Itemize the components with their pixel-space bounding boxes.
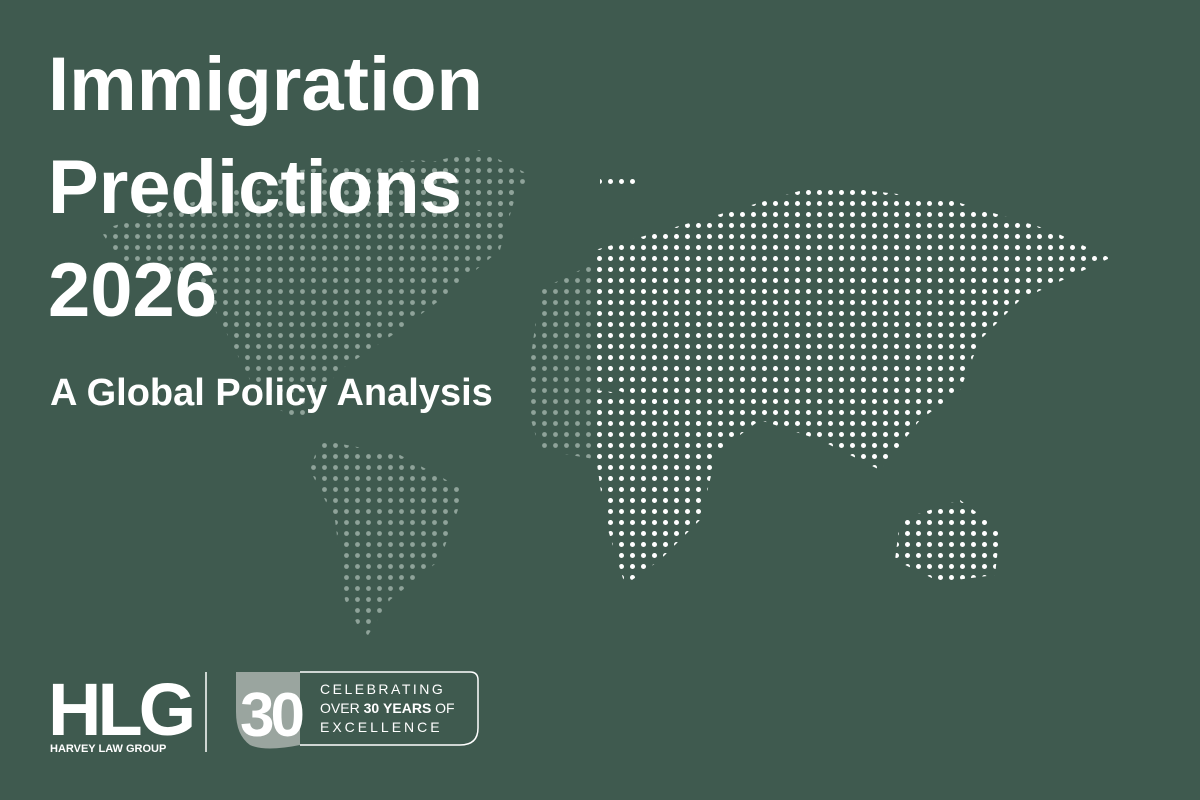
logo-name: HARVEY LAW GROUP	[50, 743, 166, 755]
subtitle: A Global Policy Analysis	[50, 372, 493, 414]
badge-line: CELEBRATING	[320, 681, 445, 697]
badge: 30 CELEBRATING OVER 30 YEARS OF EXCELLEN…	[236, 671, 479, 750]
world-map	[100, 150, 1110, 640]
badge-line: OVER 30 YEARS OF	[320, 700, 455, 716]
badge-line: EXCELLENCE	[320, 719, 443, 735]
title-line: Predictions	[48, 145, 462, 230]
title-line: Immigration	[48, 42, 483, 127]
badge-number: 30	[240, 681, 302, 750]
logo-mark: HLG	[48, 668, 192, 751]
title-line: 2026	[48, 248, 217, 333]
